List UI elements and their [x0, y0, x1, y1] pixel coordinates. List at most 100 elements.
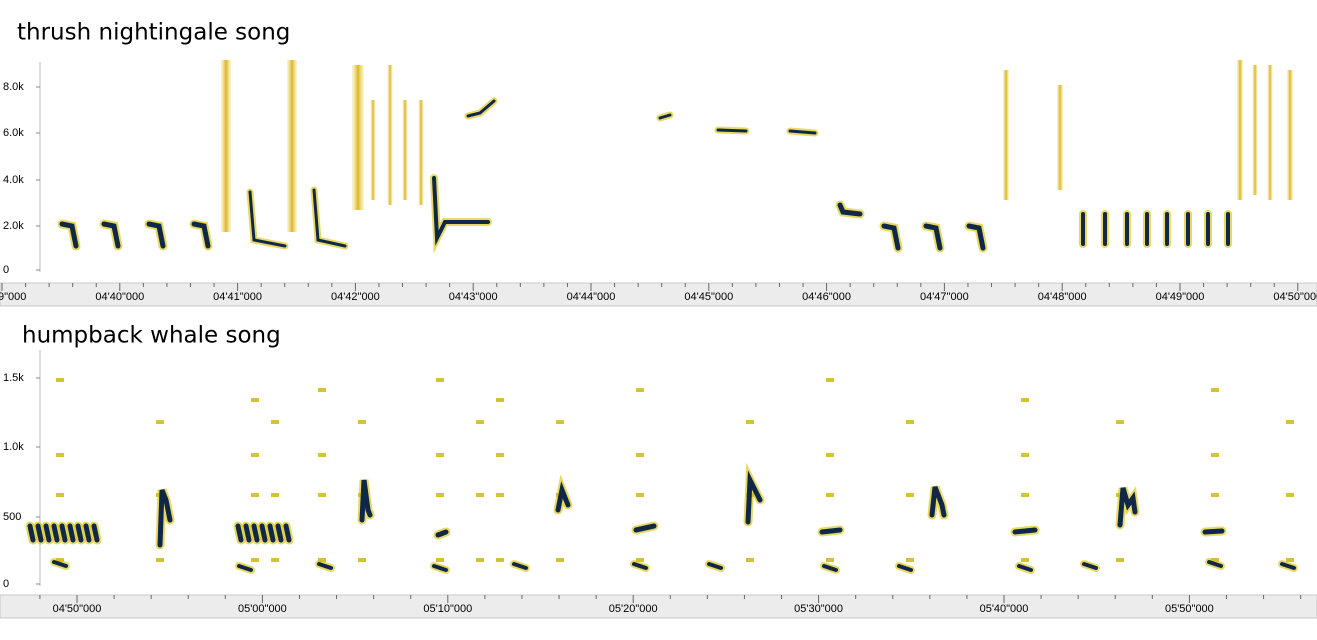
call-trace: [259, 523, 268, 543]
call-trace: [243, 523, 252, 543]
harmonic: [318, 493, 326, 497]
y-tick-label: 0: [3, 578, 9, 590]
harmonic: [746, 420, 754, 424]
harmonic: [358, 558, 366, 562]
harmonic: [251, 558, 259, 562]
harmonic: [496, 398, 504, 402]
call-trace: [555, 481, 571, 513]
time-axis: [0, 282, 1317, 307]
call-trace: [75, 523, 84, 543]
call-trace: [1017, 564, 1033, 572]
call-trace: [267, 523, 276, 543]
harmonic: [826, 453, 834, 457]
harmonic: [746, 558, 754, 562]
harmonic: [271, 420, 279, 424]
x-tick-label: 05'40"000: [980, 603, 1029, 615]
spectral-streak: [418, 100, 424, 205]
call-trace: [283, 523, 292, 543]
call-trace: [716, 128, 748, 133]
call-trace: [157, 489, 173, 548]
call-trace: [707, 562, 723, 570]
spectral-streak: [352, 65, 364, 210]
call-trace: [317, 562, 333, 570]
x-tick-label: 05'10"000: [423, 603, 472, 615]
call-trace: [966, 223, 986, 251]
call-trace: [59, 523, 68, 543]
harmonic: [436, 453, 444, 457]
x-tick-label: 04'43"000: [449, 291, 498, 303]
call-trace: [91, 523, 100, 543]
call-trace: [248, 190, 287, 248]
call-trace: [633, 523, 657, 533]
harmonic: [556, 420, 564, 424]
harmonic: [826, 378, 834, 382]
call-trace: [897, 564, 913, 572]
call-trace: [59, 221, 79, 249]
call-trace: [745, 470, 763, 525]
x-tick-label: 04'48"000: [1038, 291, 1087, 303]
call-trace: [1202, 528, 1225, 535]
call-trace: [35, 523, 44, 543]
spectral-streak: [287, 60, 297, 232]
x-tick-label: 05'50"000: [1165, 603, 1214, 615]
harmonic: [496, 453, 504, 457]
harmonic: [1211, 493, 1219, 497]
spectral-streak: [221, 60, 231, 232]
call-trace: [432, 564, 448, 572]
x-tick-label: 04'47"000: [920, 291, 969, 303]
harmonic: [636, 558, 644, 562]
harmonic: [56, 493, 64, 497]
x-tick-label: 04'39"000: [0, 291, 26, 303]
call-trace: [923, 223, 943, 251]
harmonic: [436, 558, 444, 562]
call-trace: [237, 564, 253, 572]
call-trace: [788, 129, 817, 135]
x-tick-label: 04'41"000: [213, 291, 262, 303]
harmonic: [1021, 453, 1029, 457]
harmonic: [1116, 420, 1124, 424]
harmonic: [56, 453, 64, 457]
harmonic: [1021, 558, 1029, 562]
spectral-streak: [370, 100, 376, 200]
harmonic: [496, 558, 504, 562]
harmonic: [906, 558, 914, 562]
y-tick-label: 1.5k: [3, 372, 24, 384]
call-trace: [43, 523, 52, 543]
harmonic: [156, 420, 164, 424]
harmonic: [251, 453, 259, 457]
y-tick-label: 500: [3, 511, 21, 523]
harmonic: [636, 493, 644, 497]
x-tick-label: 05'00"000: [238, 603, 287, 615]
call-trace: [83, 523, 92, 543]
call-trace: [466, 99, 496, 118]
call-trace: [432, 176, 490, 246]
harmonic: [271, 493, 279, 497]
y-tick-label: 2.0k: [3, 220, 24, 232]
y-tick-label: 4.0k: [3, 174, 24, 186]
x-tick-label: 04'46"000: [802, 291, 851, 303]
harmonic: [906, 493, 914, 497]
harmonic: [636, 453, 644, 457]
harmonic: [1286, 558, 1294, 562]
harmonic: [1116, 558, 1124, 562]
call-trace: [67, 523, 76, 543]
y-tick-label: 1.0k: [3, 441, 24, 453]
call-trace: [658, 113, 672, 120]
x-tick-label: 04'50"000: [53, 603, 102, 615]
call-trace: [822, 564, 838, 572]
y-tick-label: 0: [3, 264, 9, 276]
spectral-streak: [1252, 65, 1258, 195]
harmonic: [156, 558, 164, 562]
time-axis: [0, 594, 1317, 619]
harmonic: [1286, 493, 1294, 497]
harmonic: [1021, 398, 1029, 402]
x-tick-label: 05'20"000: [609, 603, 658, 615]
call-trace: [435, 529, 449, 538]
y-tick-label: 8.0k: [3, 81, 24, 93]
call-trace: [837, 202, 863, 217]
call-trace: [1280, 562, 1296, 570]
call-trace: [27, 523, 36, 543]
harmonic: [1211, 388, 1219, 392]
